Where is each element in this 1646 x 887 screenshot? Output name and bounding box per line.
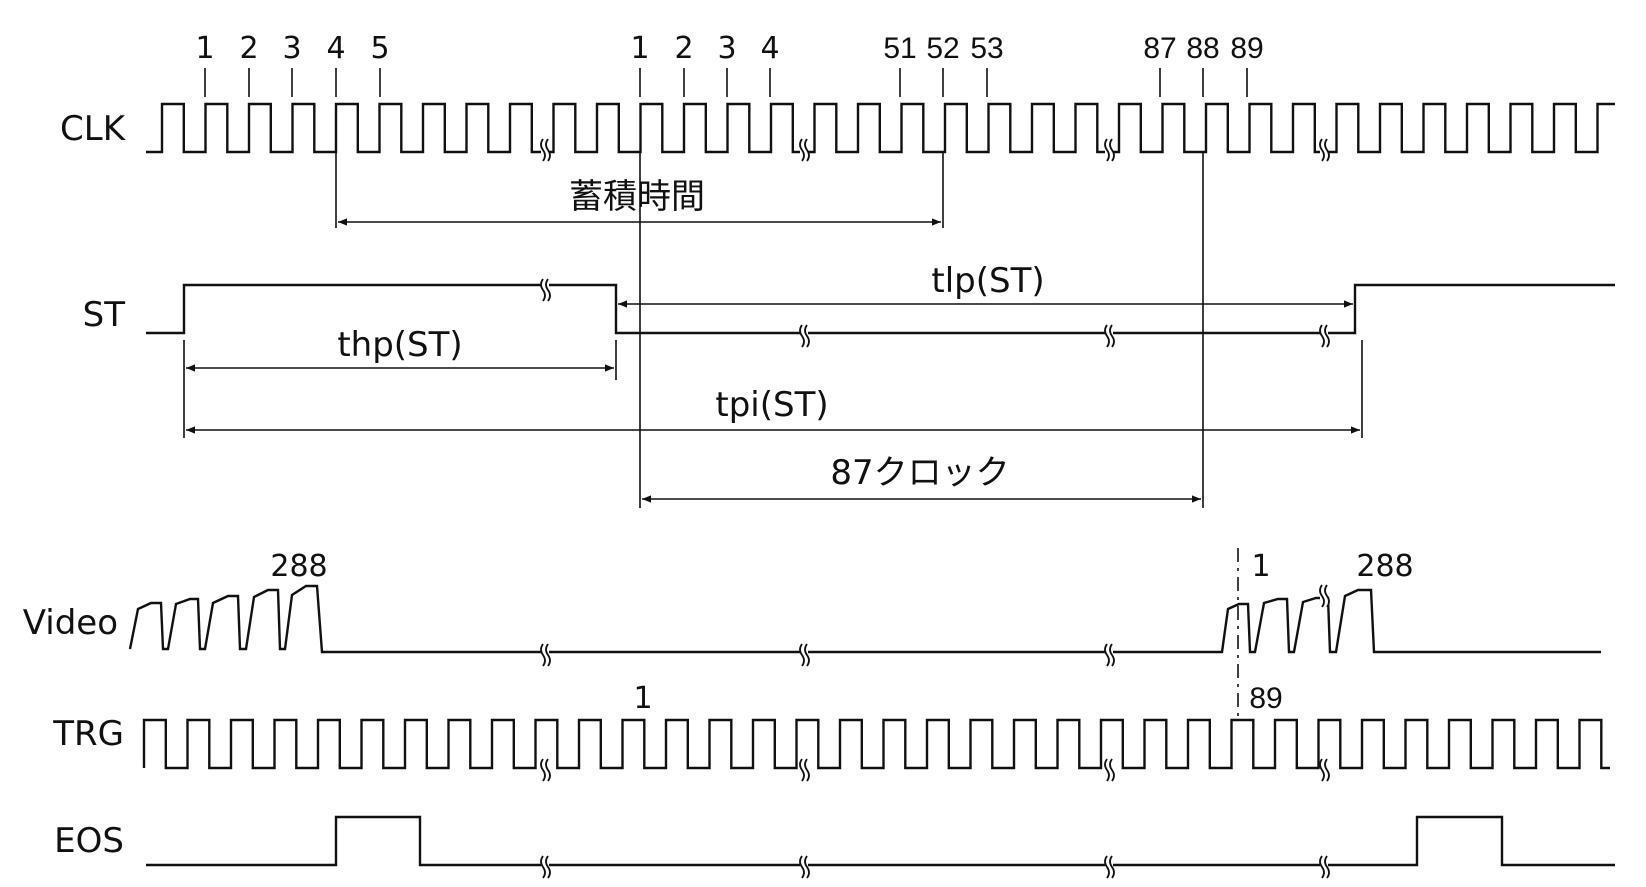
break-mark: [799, 643, 810, 667]
break-mark: [1319, 855, 1330, 879]
break-mark: [1104, 324, 1115, 348]
eos-waveform: [146, 815, 1615, 867]
accumulation-label: 蓄積時間: [569, 177, 705, 217]
clk-label: CLK: [60, 109, 127, 149]
clk-count-label: 4: [326, 31, 345, 66]
clk-count-label: 4: [760, 31, 779, 66]
clk-count-label: 2: [674, 31, 693, 66]
break-mark: [799, 758, 810, 782]
break-mark: [1319, 584, 1330, 608]
break-mark: [1319, 324, 1330, 348]
clocks87-label: 87クロック: [830, 453, 1009, 493]
clk-count-label: 51: [883, 32, 916, 65]
trg-label-1: 1: [633, 681, 652, 716]
tlp-label: tlp(ST): [931, 261, 1044, 301]
thp-label: thp(ST): [337, 325, 462, 365]
clk-count-label: 89: [1230, 32, 1263, 65]
clk-count-label: 3: [282, 31, 301, 66]
st-label: ST: [83, 295, 126, 335]
video-label-1: 1: [1251, 549, 1270, 584]
clk-count-label: 53: [970, 32, 1003, 65]
clk-count-label: 87: [1143, 32, 1176, 65]
trg-label: TRG: [52, 714, 124, 754]
tpi-label: tpi(ST): [715, 385, 828, 425]
clk-count-label: 5: [370, 31, 389, 66]
break-mark: [540, 278, 551, 302]
clk-count-labels: 1 2 3 4 5 1 2 3 4 51 52 53 87 88 89: [195, 31, 1264, 97]
eos-label: EOS: [54, 821, 124, 861]
clk-pulse-train: [146, 102, 1615, 154]
clk-count-label: 1: [195, 31, 214, 66]
break-mark: [1319, 758, 1330, 782]
break-mark: [540, 138, 551, 162]
video-label: Video: [23, 603, 118, 643]
video-label-288-first: 288: [270, 549, 327, 584]
st-waveform: [146, 283, 1615, 335]
break-mark: [799, 855, 810, 879]
break-mark: [540, 643, 551, 667]
video-label-288-second: 288: [1356, 549, 1413, 584]
video-waveform: [128, 584, 1601, 654]
break-mark: [1104, 758, 1115, 782]
clk-count-label: 88: [1186, 32, 1219, 65]
break-mark: [1104, 855, 1115, 879]
clk-waveform: [146, 102, 1615, 154]
trg-label-89: 89: [1249, 682, 1282, 715]
break-mark: [540, 758, 551, 782]
clk-count-label: 1: [630, 31, 649, 66]
break-mark: [1104, 643, 1115, 667]
trg-pulse-train: [142, 718, 1610, 770]
break-mark: [1104, 138, 1115, 162]
clk-count-label: 2: [239, 31, 258, 66]
clk-count-label: 52: [926, 32, 959, 65]
trg-waveform: [142, 718, 1610, 770]
break-mark: [799, 138, 810, 162]
clk-count-label: 3: [717, 31, 736, 66]
break-mark: [540, 855, 551, 879]
break-mark: [799, 324, 810, 348]
break-marks: [540, 138, 1330, 879]
break-mark: [1319, 138, 1330, 162]
